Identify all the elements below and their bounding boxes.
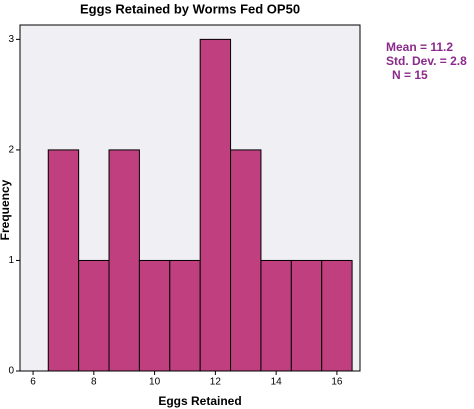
y-tick-label: 3	[8, 34, 14, 45]
annotation: Std. Dev. = 2.8	[386, 54, 467, 68]
bar	[108, 149, 140, 372]
x-tick-label: 6	[30, 377, 36, 388]
bar	[290, 259, 323, 372]
y-tick-label: 1	[8, 255, 14, 266]
bar	[321, 259, 353, 372]
annotation: N = 15	[392, 68, 428, 82]
x-tick-label: 16	[331, 377, 343, 388]
y-tick-label: 2	[8, 145, 14, 156]
x-tick-label: 10	[149, 377, 161, 388]
bar	[47, 149, 80, 372]
x-axis-label: Eggs Retained	[158, 394, 241, 408]
y-axis-label: Frequency	[0, 179, 12, 240]
bar	[78, 259, 110, 372]
x-tick-label: 8	[91, 377, 97, 388]
annotation: Mean = 11.2	[386, 40, 453, 54]
y-tick-label: 0	[8, 366, 14, 377]
bar	[260, 259, 292, 372]
x-tick-label: 12	[210, 377, 222, 388]
bar	[230, 149, 262, 372]
bar	[199, 38, 232, 372]
x-tick-label: 14	[271, 377, 283, 388]
bar	[169, 259, 201, 372]
bar	[138, 259, 171, 372]
chart-title: Eggs Retained by Worms Fed OP50	[80, 1, 300, 16]
